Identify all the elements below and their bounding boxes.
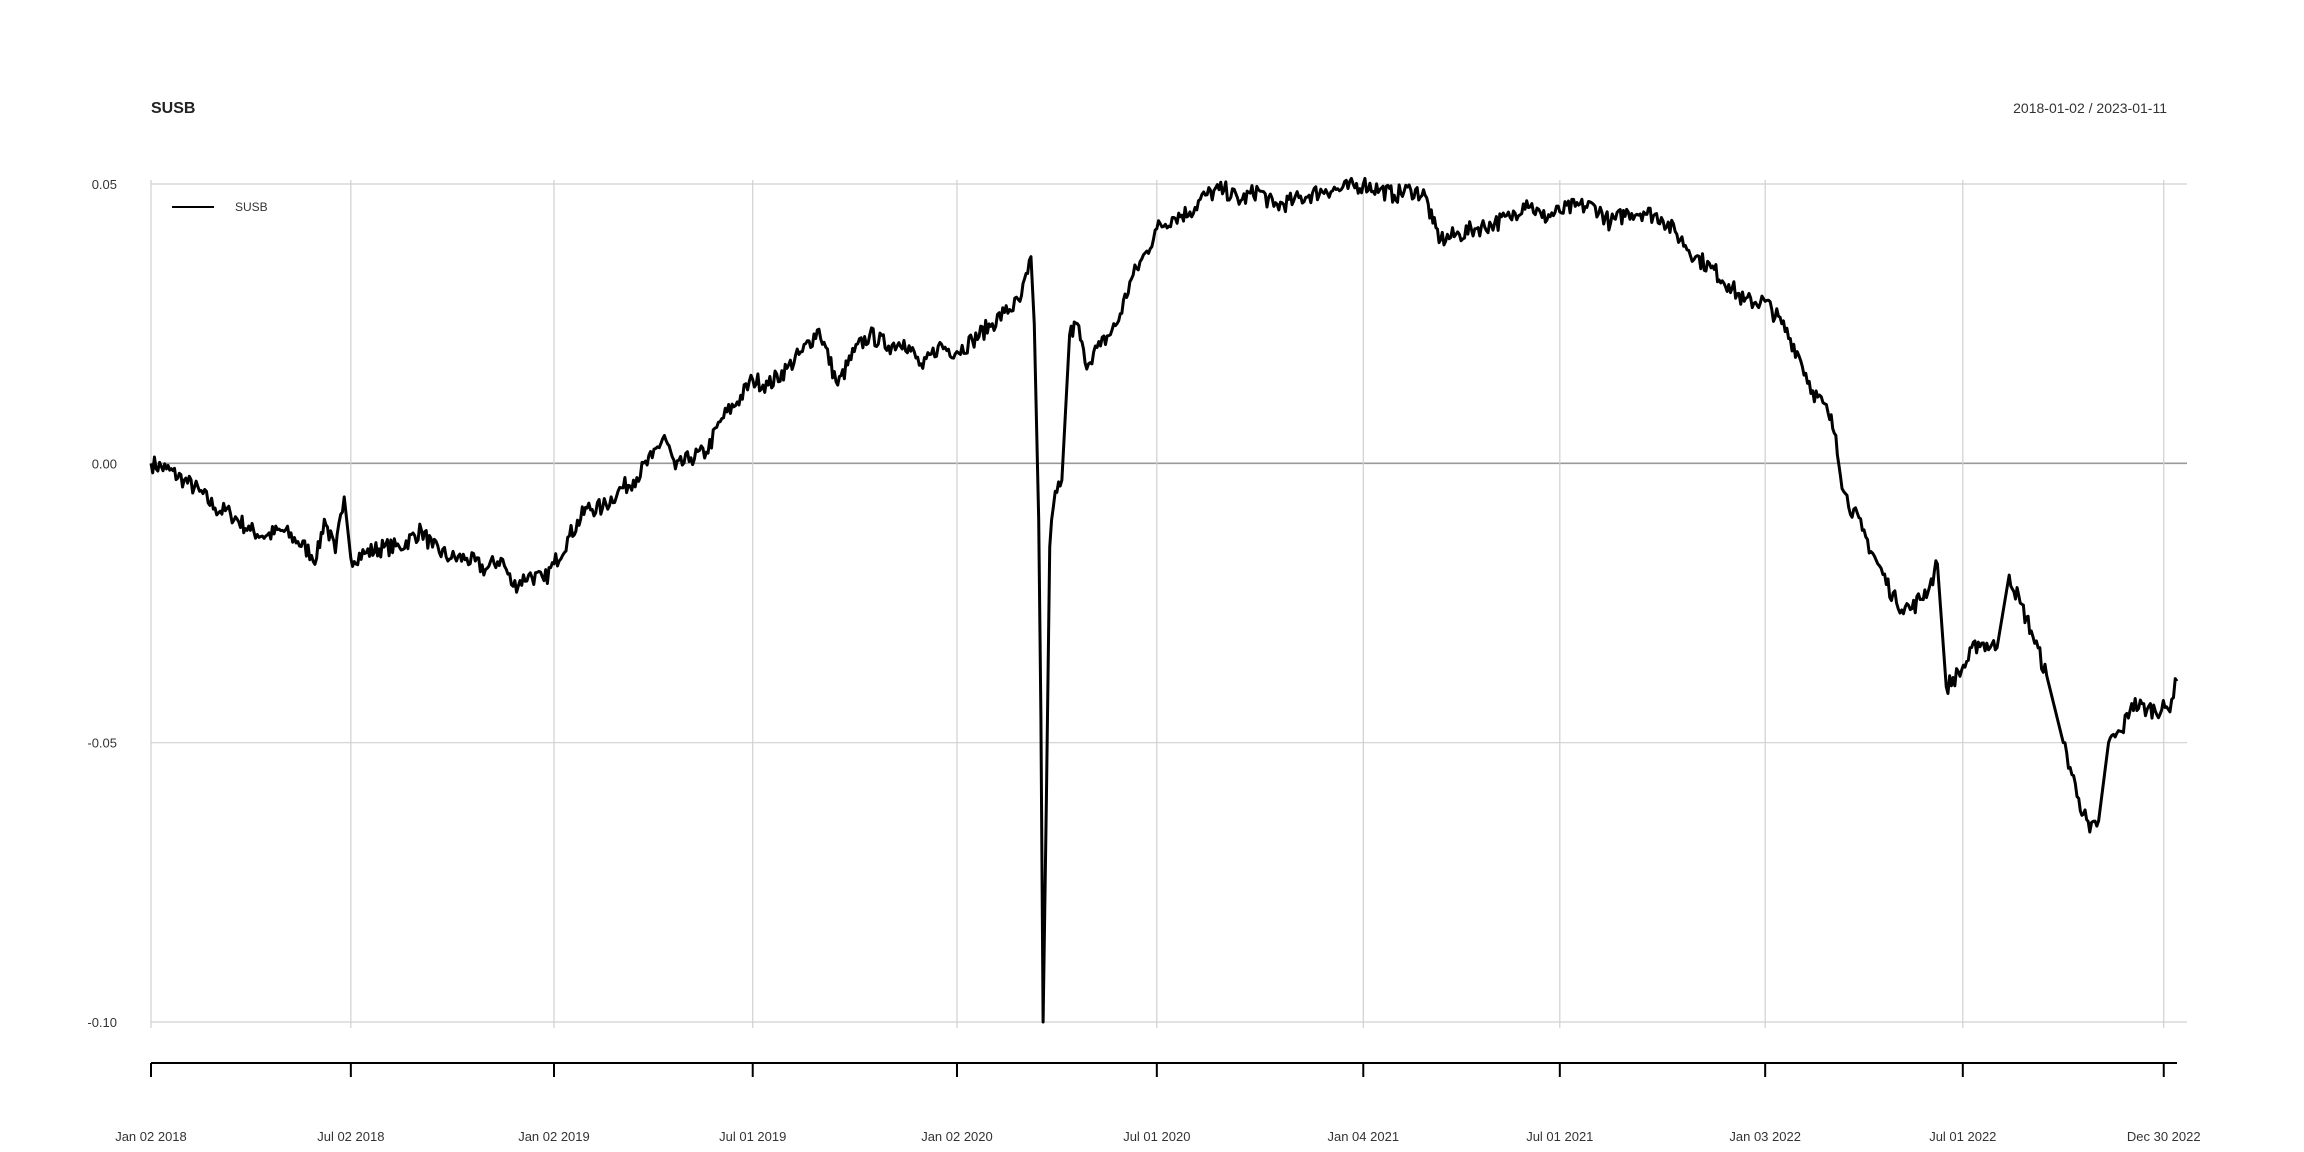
- x-tick-label: Jul 02 2018: [317, 1129, 384, 1144]
- x-tick-label: Jul 01 2022: [1929, 1129, 1996, 1144]
- x-tick-label: Jul 01 2019: [719, 1129, 786, 1144]
- chart-title: SUSB: [151, 100, 195, 117]
- x-tick-label: Dec 30 2022: [2127, 1129, 2201, 1144]
- y-tick-label: 0.00: [92, 456, 117, 471]
- y-tick-label: -0.05: [87, 736, 117, 751]
- y-axis: 0.05 0.00 -0.05 -0.10: [87, 177, 117, 1030]
- grid: [150, 180, 2187, 1028]
- y-tick-label: 0.05: [92, 177, 117, 192]
- legend-label-susb: SUSB: [235, 200, 268, 214]
- y-tick-label: -0.10: [87, 1015, 117, 1030]
- x-tick-label: Jul 01 2020: [1123, 1129, 1190, 1144]
- x-tick-label: Jan 03 2022: [1729, 1129, 1801, 1144]
- x-tick-label: Jan 02 2020: [921, 1129, 993, 1144]
- legend: SUSB: [172, 200, 268, 214]
- x-axis: Jan 02 2018 Jul 02 2018 Jan 02 2019 Jul 01 …: [115, 1062, 2201, 1144]
- x-tick-label: Jan 02 2018: [115, 1129, 187, 1144]
- x-tick-label: Jan 04 2021: [1327, 1129, 1399, 1144]
- x-tick-label: Jul 01 2021: [1526, 1129, 1593, 1144]
- series-layer: [149, 176, 2179, 1024]
- date-range-label: 2018-01-02 / 2023-01-11: [2013, 100, 2167, 116]
- series-line-susb: [149, 176, 2179, 1024]
- x-tick-label: Jan 02 2019: [518, 1129, 590, 1144]
